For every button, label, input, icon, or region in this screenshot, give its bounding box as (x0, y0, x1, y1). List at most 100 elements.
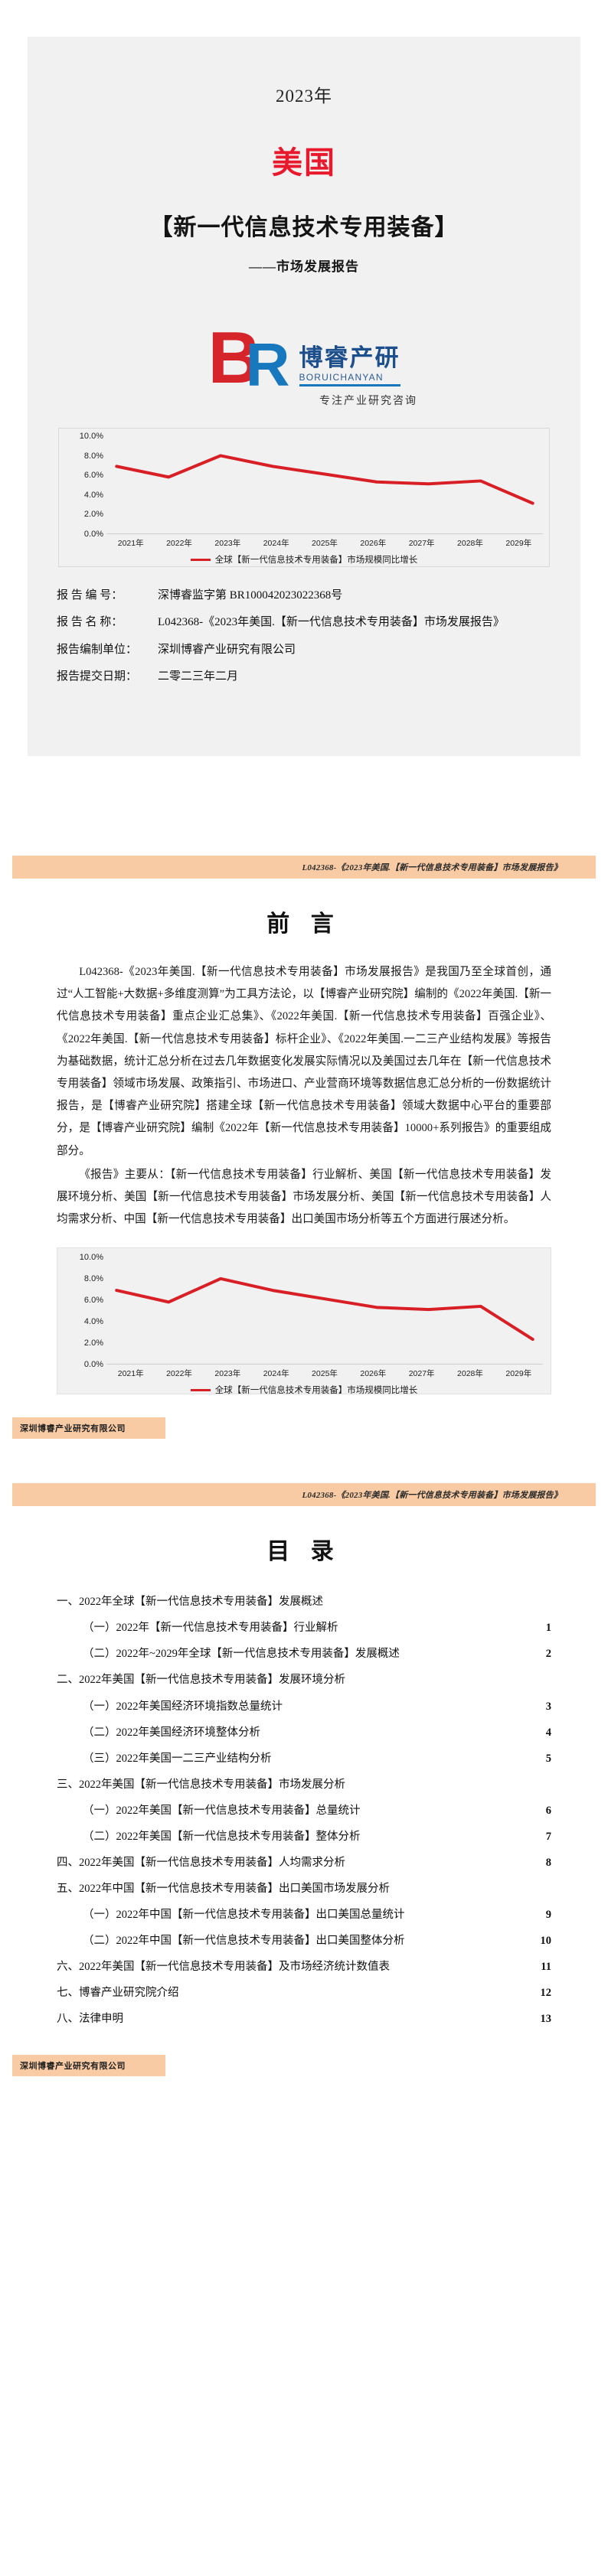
toc-entry-page: 5 (545, 1752, 551, 1765)
toc-entry-label: 七、博睿产业研究院介绍 (57, 1987, 179, 2000)
cover-country: 美国 (272, 145, 336, 180)
logo-wordmark: 博睿产研 BORUICHANYAN (299, 346, 400, 390)
toc-entry[interactable]: （一）2022年美国经济环境指数总量统计 3 (57, 1694, 551, 1720)
chart-x-axis: 2021年 2022年 2023年 2024年 2025年 2026年 2027年 2028年… (106, 1365, 543, 1379)
chart-series-plot (106, 436, 543, 534)
toc-entry-label: 五、2022年中国【新一代信息技术专用装备】出口美国市场发展分析 (57, 1882, 390, 1895)
chart-x-tick-label: 2029年 (505, 1369, 532, 1379)
toc-entry-label: 一、2022年全球【新一代信息技术专用装备】发展概述 (57, 1596, 323, 1609)
toc-entry[interactable]: （一）2022年中国【新一代信息技术专用装备】出口美国总量统计 9 (57, 1902, 551, 1928)
toc-entry[interactable]: 三、2022年美国【新一代信息技术专用装备】市场发展分析 (57, 1772, 551, 1798)
page-separator (0, 2076, 608, 2108)
info-row: 报 告 名 称： L042368-《2023年美国.【新一代信息技术专用装备】市… (57, 614, 551, 631)
toc-entry-page: 12 (540, 1987, 552, 2000)
preface-paragraph-1: L042368-《2023年美国.【新一代信息技术专用装备】市场发展报告》是我国… (57, 966, 552, 1157)
info-label: 报告编制单位： (57, 643, 138, 656)
toc-entry[interactable]: （二）2022年美国经济环境整体分析 4 (57, 1720, 551, 1746)
chart-x-tick-label: 2021年 (117, 539, 144, 548)
chart-y-tick-label: 2.0% (83, 510, 103, 520)
toc-entry-label: （二）2022年美国【新一代信息技术专用装备】整体分析 (83, 1830, 361, 1843)
cover-product-title: 【新一代信息技术专用装备】 (149, 215, 459, 240)
chart-line-svg (106, 436, 543, 533)
toc-entry[interactable]: （一）2022年美国【新一代信息技术专用装备】总量统计 6 (57, 1798, 551, 1824)
toc-entry-label: 四、2022年美国【新一代信息技术专用装备】人均需求分析 (57, 1856, 345, 1869)
toc-entry-label: （三）2022年美国一二三产业结构分析 (83, 1752, 272, 1765)
logo-tagline-wrap: 专注产业研究咨询 (54, 393, 554, 408)
toc-entry[interactable]: 四、2022年美国【新一代信息技术专用装备】人均需求分析 8 (57, 1850, 551, 1876)
toc-entry-page: 10 (540, 1935, 552, 1948)
info-label: 报 告 编 号： (57, 589, 123, 602)
toc-entry[interactable]: 二、2022年美国【新一代信息技术专用装备】发展环境分析 (57, 1667, 551, 1693)
info-row: 报 告 编 号： 深博睿监字第 BR100042023022368号 (57, 587, 551, 605)
toc-entry-label: 八、法律申明 (57, 2013, 123, 2026)
chart-y-tick-label: 4.0% (83, 1317, 103, 1327)
toc-entry[interactable]: 一、2022年全球【新一代信息技术专用装备】发展概述 (57, 1589, 551, 1615)
toc-entry-label: （二）2022年~2029年全球【新一代信息技术专用装备】发展概述 (83, 1648, 400, 1661)
legend-label: 全球【新一代信息技术专用装备】市场规模同比增长 (214, 556, 418, 565)
toc-page: L042368-《2023年美国.【新一代信息技术专用装备】市场发展报告》 目 … (0, 1483, 608, 2077)
logo-mark: B R 博睿产研 BORUICHANYAN (208, 317, 400, 399)
chart-line-svg (106, 1257, 543, 1364)
chart-legend: 全球【新一代信息技术专用装备】市场规模同比增长 (65, 1384, 543, 1396)
logo-letter-b-icon: B (208, 317, 260, 399)
chart-x-tick-label: 2026年 (360, 1369, 387, 1379)
toc-entry-label: （二）2022年中国【新一代信息技术专用装备】出口美国整体分析 (83, 1935, 405, 1948)
toc-entry-label: （一）2022年【新一代信息技术专用装备】行业解析 (83, 1622, 338, 1635)
chart-y-tick-label: 6.0% (83, 1296, 103, 1306)
preface-growth-chart: 10.0% 8.0% 6.0% 4.0% 2.0% 0.0% 2021年 2022年 2023… (57, 1247, 551, 1396)
toc-entry-page: 8 (545, 1856, 551, 1869)
cover-panel: 2023年 美国 【新一代信息技术专用装备】 ——市场发展报告 B R 博睿产研… (28, 37, 580, 756)
chart-series-line (116, 1279, 532, 1339)
chart-x-tick-label: 2025年 (312, 1369, 338, 1379)
chart-x-tick-label: 2028年 (457, 1369, 483, 1379)
chart-x-tick-label: 2023年 (214, 539, 241, 548)
info-label: 报 告 名 称： (57, 616, 123, 629)
toc-list: 一、2022年全球【新一代信息技术专用装备】发展概述 （一）2022年【新一代信息… (57, 1589, 551, 2032)
toc-entry-label: （一）2022年美国【新一代信息技术专用装备】总量统计 (83, 1804, 361, 1817)
chart-plot-area: 10.0% 8.0% 6.0% 4.0% 2.0% 0.0% (65, 432, 543, 539)
cover-year: 2023年 (276, 86, 332, 106)
chart-y-tick-label: 6.0% (83, 471, 103, 481)
toc-entry[interactable]: （一）2022年【新一代信息技术专用装备】行业解析 1 (57, 1615, 551, 1641)
logo-divider (299, 384, 400, 386)
toc-entry-page: 2 (545, 1648, 551, 1661)
toc-entry-label: （一）2022年中国【新一代信息技术专用装备】出口美国总量统计 (83, 1909, 405, 1921)
chart-x-tick-label: 2027年 (408, 1369, 435, 1379)
chart-legend: 全球【新一代信息技术专用装备】市场规模同比增长 (65, 553, 543, 566)
chart-y-tick-label: 10.0% (79, 1253, 103, 1263)
page-title: 前 言 (266, 911, 342, 937)
chart-x-tick-label: 2024年 (263, 539, 289, 548)
toc-entry-label: 六、2022年美国【新一代信息技术专用装备】及市场经济统计数值表 (57, 1961, 390, 1974)
legend-label: 全球【新一代信息技术专用装备】市场规模同比增长 (214, 1386, 418, 1396)
toc-entry[interactable]: 七、博睿产业研究院介绍 12 (57, 1980, 551, 2006)
toc-entry[interactable]: （二）2022年中国【新一代信息技术专用装备】出口美国整体分析 10 (57, 1928, 551, 1954)
logo-tagline: 专注产业研究咨询 (319, 396, 417, 407)
chart-x-tick-label: 2027年 (408, 539, 435, 548)
toc-entry-page: 9 (545, 1909, 551, 1921)
toc-entry-label: （一）2022年美国经济环境指数总量统计 (83, 1700, 283, 1713)
toc-entry-label: 二、2022年美国【新一代信息技术专用装备】发展环境分析 (57, 1674, 345, 1687)
chart-x-tick-label: 2022年 (166, 1369, 192, 1379)
logo-name-en: BORUICHANYAN (299, 372, 384, 383)
chart-y-axis: 10.0% 8.0% 6.0% 4.0% 2.0% 0.0% (65, 432, 106, 539)
info-value: L042368-《2023年美国.【新一代信息技术专用装备】市场发展报告》 (158, 616, 505, 629)
chart-x-tick-label: 2024年 (263, 1369, 289, 1379)
toc-entry-page: 6 (545, 1804, 551, 1817)
chart-x-tick-label: 2028年 (457, 539, 483, 548)
toc-entry[interactable]: 六、2022年美国【新一代信息技术专用装备】及市场经济统计数值表 11 (57, 1954, 551, 1980)
page-footer-band: 深圳博睿产业研究有限公司 (12, 2055, 165, 2077)
toc-entry[interactable]: 八、法律申明 13 (57, 2006, 551, 2032)
chart-x-tick-label: 2026年 (360, 539, 387, 548)
toc-entry[interactable]: （二）2022年美国【新一代信息技术专用装备】整体分析 7 (57, 1824, 551, 1850)
toc-entry[interactable]: （三）2022年美国一二三产业结构分析 5 (57, 1746, 551, 1772)
toc-entry[interactable]: 五、2022年中国【新一代信息技术专用装备】出口美国市场发展分析 (57, 1876, 551, 1902)
toc-entry[interactable]: （二）2022年~2029年全球【新一代信息技术专用装备】发展概述 2 (57, 1641, 551, 1667)
page-separator (0, 811, 608, 856)
info-value: 深圳博睿产业研究有限公司 (158, 643, 296, 656)
toc-entry-label: （二）2022年美国经济环境整体分析 (83, 1726, 260, 1739)
chart-y-tick-label: 4.0% (83, 490, 103, 500)
info-value: 深博睿监字第 BR100042023022368号 (158, 589, 343, 602)
chart-plot-area: 10.0% 8.0% 6.0% 4.0% 2.0% 0.0% (65, 1253, 543, 1369)
toc-entry-page: 13 (540, 2013, 552, 2026)
preface-paragraph-2: 《报告》主要从：【新一代信息技术专用装备】行业解析、美国【新一代信息技术专用装备… (57, 1168, 551, 1226)
